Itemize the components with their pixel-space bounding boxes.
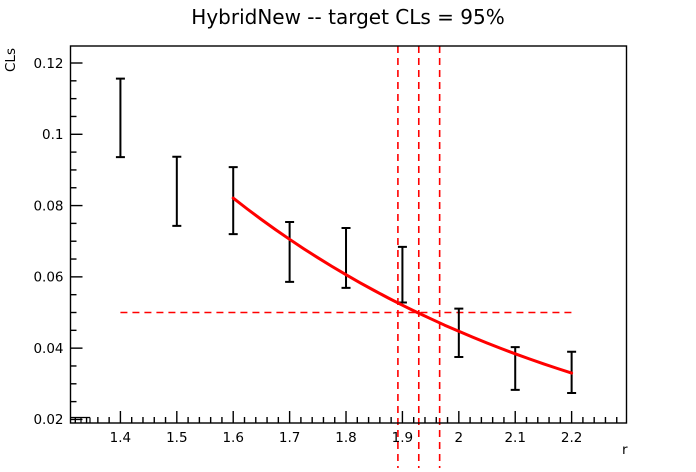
y-tick-label: 0.1 bbox=[42, 127, 63, 143]
error-bar bbox=[341, 227, 351, 289]
y-tick-label: 0.06 bbox=[33, 270, 63, 286]
x-tick-label: 2.1 bbox=[504, 430, 525, 446]
x-tick-label: 1.5 bbox=[166, 430, 187, 446]
x-tick-label: 1.9 bbox=[392, 430, 413, 446]
x-tick-label: 2.2 bbox=[561, 430, 582, 446]
plot-frame bbox=[69, 45, 628, 424]
y-tick-label: 0.04 bbox=[33, 341, 63, 357]
x-tick-label: 1.6 bbox=[222, 430, 243, 446]
error-bar bbox=[115, 77, 125, 159]
x-tick-label: 1.8 bbox=[335, 430, 356, 446]
fit-curve bbox=[231, 196, 574, 375]
error-bar bbox=[285, 220, 295, 283]
x-tick-label: 2 bbox=[455, 430, 464, 446]
x-tick-label: 1.7 bbox=[279, 430, 300, 446]
x-axis-title: r bbox=[622, 442, 628, 458]
error-bar bbox=[397, 245, 407, 304]
y-axis-title: CLs bbox=[3, 48, 19, 72]
y-tick-label: 0.12 bbox=[33, 56, 63, 72]
plot-title: HybridNew -- target CLs = 95% bbox=[191, 5, 505, 29]
x-tick-label: 1.4 bbox=[110, 430, 131, 446]
error-bar bbox=[228, 166, 238, 236]
y-tick-label: 0.02 bbox=[33, 412, 63, 428]
y-tick-label: 0.08 bbox=[33, 198, 63, 214]
error-bar bbox=[172, 155, 182, 227]
